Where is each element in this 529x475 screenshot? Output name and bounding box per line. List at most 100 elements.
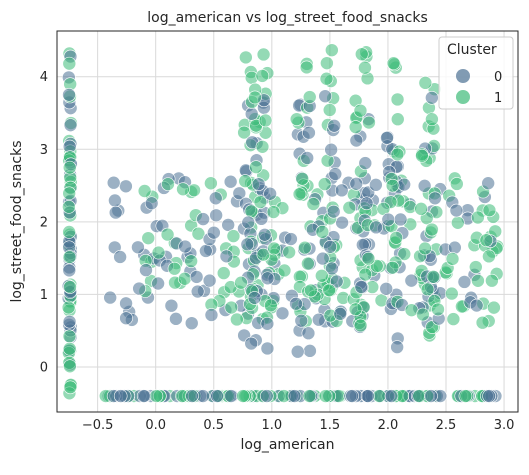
scatter-point-cluster-1 xyxy=(429,205,444,219)
scatter-point-cluster-0 xyxy=(329,274,344,289)
scatter-point-cluster-1 xyxy=(302,90,317,104)
scatter-point-cluster-1 xyxy=(322,103,337,117)
scatter-point-cluster-0 xyxy=(244,336,259,351)
scatter-point-cluster-1 xyxy=(302,389,317,403)
scatter-point-cluster-1 xyxy=(295,171,310,186)
x-tick-label: 0.5 xyxy=(203,418,224,433)
scatter-point-cluster-1 xyxy=(458,389,473,403)
scatter-point-cluster-0 xyxy=(144,196,159,211)
scatter-point-cluster-0 xyxy=(164,298,179,313)
scatter-point-cluster-1 xyxy=(320,56,334,70)
scatter-point-cluster-0 xyxy=(247,291,262,305)
x-tick-label: 0.0 xyxy=(145,418,166,433)
scatter-point-cluster-1 xyxy=(191,226,206,241)
scatter-point-cluster-0 xyxy=(397,177,411,192)
scatter-point-cluster-1 xyxy=(282,245,296,260)
scatter-point-cluster-1 xyxy=(315,268,329,283)
scatter-point-cluster-0 xyxy=(251,177,266,191)
y-tick-labels: 0 1 2 3 4 xyxy=(40,70,48,375)
scatter-point-cluster-0 xyxy=(254,212,269,226)
scatter-point-cluster-1 xyxy=(348,120,363,134)
scatter-point-cluster-1 xyxy=(304,283,318,298)
scatter-point-cluster-1 xyxy=(385,260,400,275)
scatter-point-cluster-1 xyxy=(353,103,368,118)
scatter-point-cluster-0 xyxy=(275,306,290,321)
scatter-point-cluster-1 xyxy=(160,227,175,242)
scatter-point-cluster-0 xyxy=(381,212,396,227)
scatter-point-cluster-0 xyxy=(328,167,343,181)
scatter-point-cluster-0 xyxy=(303,344,317,358)
scatter-point-cluster-1 xyxy=(62,186,76,201)
scatter-point-cluster-0 xyxy=(334,183,349,198)
scatter-point-cluster-1 xyxy=(149,389,164,403)
y-tick-label: 1 xyxy=(40,288,48,303)
y-tick-label: 3 xyxy=(40,143,48,158)
scatter-point-cluster-0 xyxy=(184,316,199,330)
scatter-point-cluster-1 xyxy=(444,286,459,301)
scatter-point-cluster-0 xyxy=(325,261,339,276)
scatter-point-cluster-1 xyxy=(226,229,241,243)
scatter-point-cluster-1 xyxy=(177,271,192,286)
scatter-point-cluster-0 xyxy=(108,193,122,208)
x-tick-label: 2.5 xyxy=(436,418,457,433)
scatter-point-cluster-1 xyxy=(322,283,336,298)
scatter-point-cluster-1 xyxy=(412,389,426,403)
scatter-point-cluster-1 xyxy=(354,47,369,61)
scatter-point-cluster-0 xyxy=(290,344,305,359)
scatter-point-cluster-0 xyxy=(131,240,145,255)
scatter-point-cluster-1 xyxy=(255,139,270,154)
scatter-point-cluster-1 xyxy=(167,261,182,276)
x-tick-label: 1.0 xyxy=(261,418,282,433)
scatter-point-cluster-0 xyxy=(103,290,117,305)
scatter-point-cluster-1 xyxy=(62,225,76,239)
scatter-point-cluster-1 xyxy=(415,148,429,163)
scatter-point-cluster-1 xyxy=(362,115,376,130)
scatter-point-cluster-1 xyxy=(445,252,460,266)
legend-box xyxy=(438,36,514,110)
scatter-point-cluster-1 xyxy=(62,56,77,71)
scatter-point-cluster-0 xyxy=(62,87,76,102)
plot-frame xyxy=(56,30,519,413)
scatter-point-cluster-0 xyxy=(196,212,210,226)
scatter-point-cluster-1 xyxy=(234,275,248,290)
y-tick-label: 4 xyxy=(40,70,48,85)
scatter-point-cluster-0 xyxy=(119,311,133,325)
scatter-point-cluster-1 xyxy=(446,312,461,326)
scatter-point-cluster-1 xyxy=(418,76,433,90)
x-tick-labels: −0.5 0.0 0.5 1.0 1.5 2.0 2.5 3.0 xyxy=(82,418,515,433)
scatter-point-cluster-0 xyxy=(199,244,213,258)
scatter-point-cluster-0 xyxy=(301,326,316,341)
scatter-point-cluster-0 xyxy=(345,389,359,403)
legend: Cluster 0 1 xyxy=(438,36,514,110)
scatter-point-cluster-1 xyxy=(301,256,315,271)
scatter-point-cluster-0 xyxy=(260,316,275,331)
scatter-point-cluster-0 xyxy=(136,389,151,403)
scatter-point-cluster-1 xyxy=(292,187,307,201)
x-tick-label: 1.5 xyxy=(320,418,341,433)
scatter-point-cluster-1 xyxy=(161,177,175,191)
scatter-point-cluster-1 xyxy=(238,174,252,188)
scatter-point-cluster-0 xyxy=(326,204,341,219)
scatter-point-cluster-1 xyxy=(358,267,373,282)
scatter-point-cluster-1 xyxy=(353,318,368,333)
scatter-point-cluster-1 xyxy=(358,60,372,75)
scatter-point-cluster-0 xyxy=(393,212,408,227)
scatter-point-cluster-1 xyxy=(62,329,77,344)
scatter-point-cluster-1 xyxy=(416,307,430,322)
scatter-point-cluster-0 xyxy=(323,239,337,254)
x-tick-label: 2.0 xyxy=(378,418,399,433)
scatter-point-cluster-0 xyxy=(207,225,221,240)
scatter-point-cluster-1 xyxy=(471,273,485,288)
scatter-point-cluster-0 xyxy=(457,275,472,289)
scatter-point-cluster-1 xyxy=(425,112,439,127)
scatter-point-cluster-0 xyxy=(469,298,484,313)
scatter-point-cluster-1 xyxy=(216,266,231,280)
scatter-point-cluster-1 xyxy=(389,231,404,245)
scatter-point-cluster-0 xyxy=(311,312,326,327)
scatter-point-cluster-0 xyxy=(113,389,128,403)
scatter-point-cluster-0 xyxy=(300,151,315,165)
scatter-point-cluster-0 xyxy=(384,389,399,403)
scatter-point-cluster-0 xyxy=(404,273,419,288)
scatter-point-cluster-0 xyxy=(380,131,394,145)
